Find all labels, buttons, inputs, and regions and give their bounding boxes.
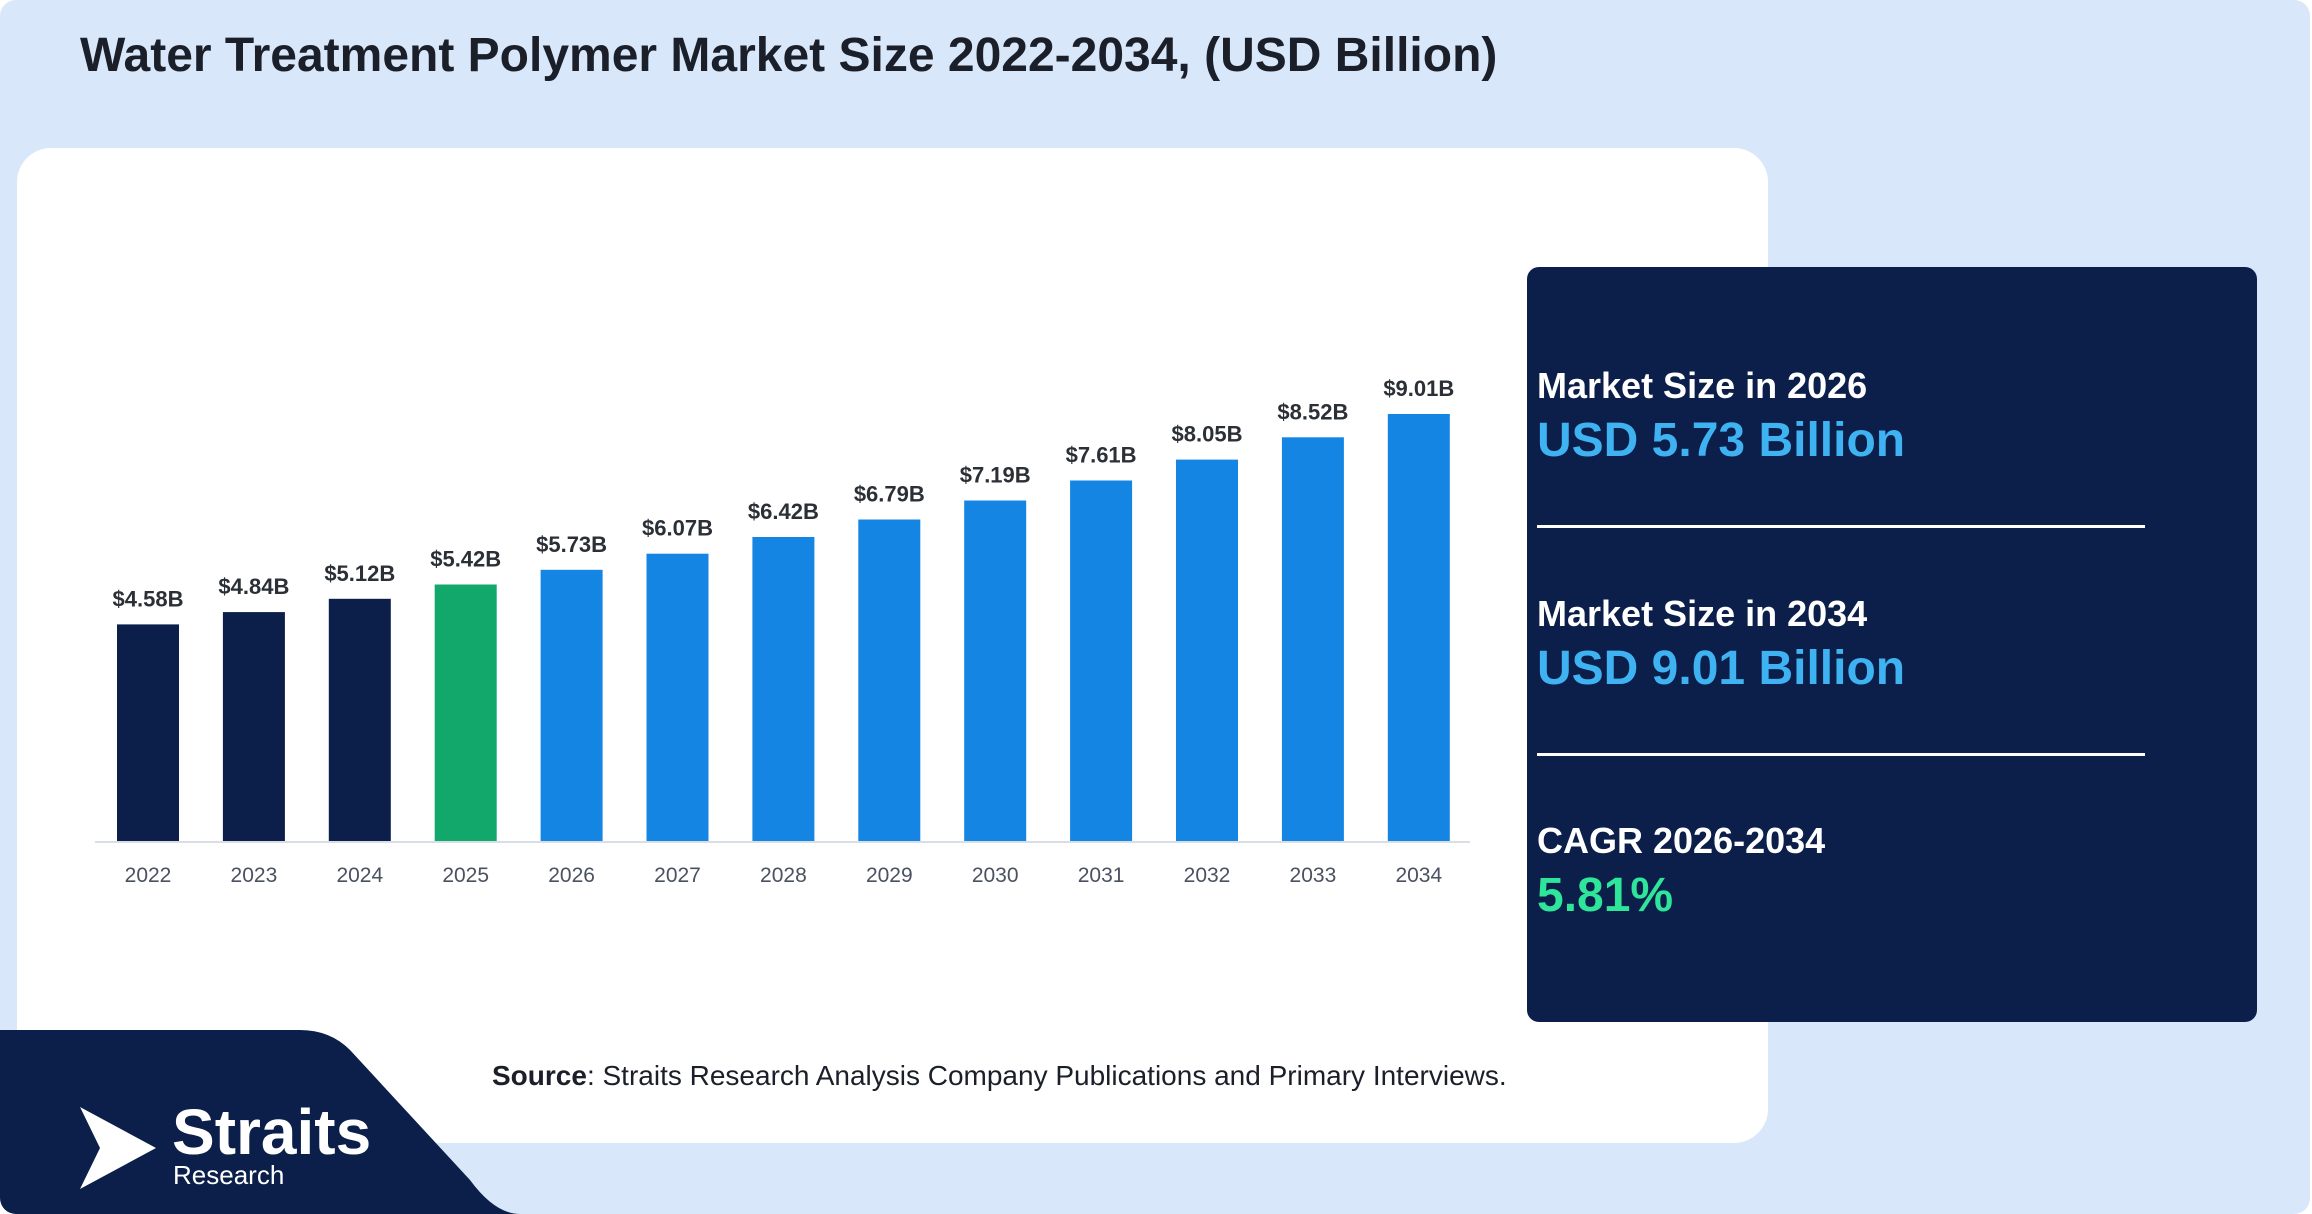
data-label-2022: $4.58B <box>113 586 184 611</box>
stats-divider <box>1537 525 2145 528</box>
x-tick-label-2033: 2033 <box>1290 864 1337 887</box>
bar-2031 <box>1070 480 1133 842</box>
data-label-2025: $5.42B <box>430 547 501 572</box>
x-tick-label-2023: 2023 <box>231 864 278 887</box>
bar-2033 <box>1281 437 1344 842</box>
bar-2028 <box>752 537 815 842</box>
cagr-value: 5.81% <box>1537 869 1674 922</box>
bar-2034 <box>1387 414 1450 842</box>
data-label-2028: $6.42B <box>748 499 819 524</box>
x-tick-label-2025: 2025 <box>442 864 489 887</box>
market-size-2026-label: Market Size in 2026 <box>1537 365 1868 406</box>
bar-2022 <box>117 624 179 842</box>
bar-2030 <box>964 500 1027 842</box>
x-tick-label-2028: 2028 <box>760 864 807 887</box>
data-label-2030: $7.19B <box>960 463 1031 488</box>
data-label-2033: $8.52B <box>1277 399 1348 424</box>
market-size-2026-value: USD 5.73 Billion <box>1537 414 1906 467</box>
data-label-group: $4.58B $4.84B $5.12B $5.42B $5.73B $6.07B $6.4… <box>113 376 1455 611</box>
x-tick-label-2030: 2030 <box>972 864 1019 887</box>
x-tick-label-2029: 2029 <box>866 864 913 887</box>
x-tick-label-2032: 2032 <box>1184 864 1231 887</box>
source-description: : Straits Research Analysis Company Publ… <box>586 1060 1507 1091</box>
data-label-2027: $6.07B <box>642 516 713 541</box>
x-tick-label-2034: 2034 <box>1395 864 1442 887</box>
source-note: Source: Straits Research Analysis Compan… <box>492 1060 1507 1092</box>
x-tick-label-2024: 2024 <box>336 864 383 887</box>
straits-logo-icon <box>80 1107 156 1189</box>
key-stats-panel: Market Size in 2026 USD 5.73 Billion Mar… <box>1527 267 2257 1022</box>
data-label-2031: $7.61B <box>1066 443 1137 468</box>
cagr-label: CAGR 2026-2034 <box>1537 820 1826 861</box>
bar-group <box>117 414 1450 842</box>
bar-2029 <box>858 519 921 842</box>
stats-divider <box>1537 753 2145 756</box>
source-label: Source <box>492 1060 587 1091</box>
data-label-2026: $5.73B <box>536 532 607 557</box>
bar-2027 <box>646 553 709 842</box>
x-tick-label-2027: 2027 <box>654 864 701 887</box>
footer-shape <box>0 1030 520 1214</box>
logo-wordmark: Straits <box>172 1096 372 1168</box>
bar-2032 <box>1176 459 1238 842</box>
market-size-2034-label: Market Size in 2034 <box>1537 593 1868 634</box>
data-label-2032: $8.05B <box>1172 422 1243 447</box>
data-label-2029: $6.79B <box>854 482 925 507</box>
bar-2026 <box>540 569 603 842</box>
x-tick-label-2022: 2022 <box>125 864 172 887</box>
market-size-2034-value: USD 9.01 Billion <box>1537 642 1906 695</box>
logo-subtitle: Research <box>173 1160 285 1190</box>
x-tick-label-2031: 2031 <box>1078 864 1125 887</box>
data-label-2034: $9.01B <box>1383 376 1454 401</box>
data-label-2023: $4.84B <box>218 574 289 599</box>
x-tick-label-2026: 2026 <box>548 864 595 887</box>
data-label-2024: $5.12B <box>324 561 395 586</box>
chart-title: Water Treatment Polymer Market Size 2022… <box>80 29 1498 82</box>
x-tick-label-group: 2022 2023 2024 2025 2026 2027 2028 2029 2030 2031… <box>125 864 1443 887</box>
bar-2023 <box>222 612 285 842</box>
bar-2024 <box>328 598 391 842</box>
bar-2025 <box>434 584 497 842</box>
